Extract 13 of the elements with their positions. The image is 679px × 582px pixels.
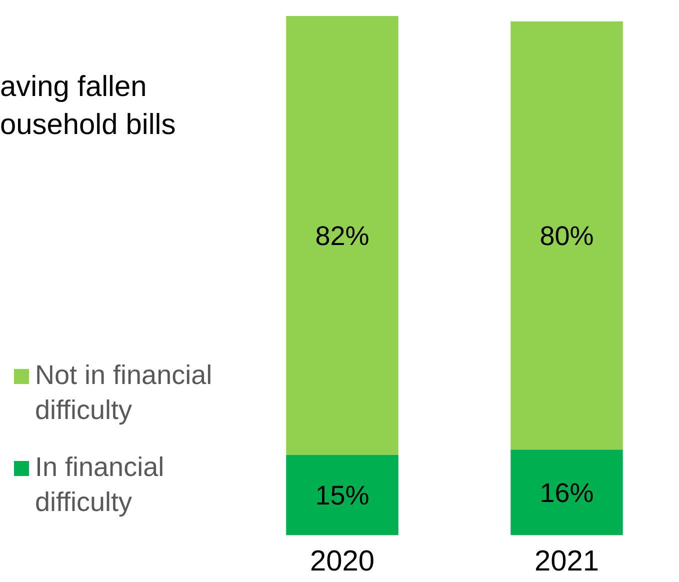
- legend-label: In financial difficulty: [35, 451, 166, 519]
- x-tick-label: 2021: [534, 546, 600, 578]
- data-label: 82%: [315, 220, 370, 251]
- bar: [286, 16, 398, 455]
- data-label: 16%: [540, 478, 594, 508]
- data-label: 15%: [315, 480, 370, 511]
- legend-label: Not in financial difficulty: [35, 359, 214, 427]
- x-tick-label: 2020: [310, 546, 375, 578]
- bar: [510, 21, 623, 450]
- bar: [510, 450, 623, 536]
- data-label: 80%: [540, 220, 594, 251]
- text: aving fallen ousehold bills: [0, 70, 176, 143]
- bar: [286, 454, 398, 536]
